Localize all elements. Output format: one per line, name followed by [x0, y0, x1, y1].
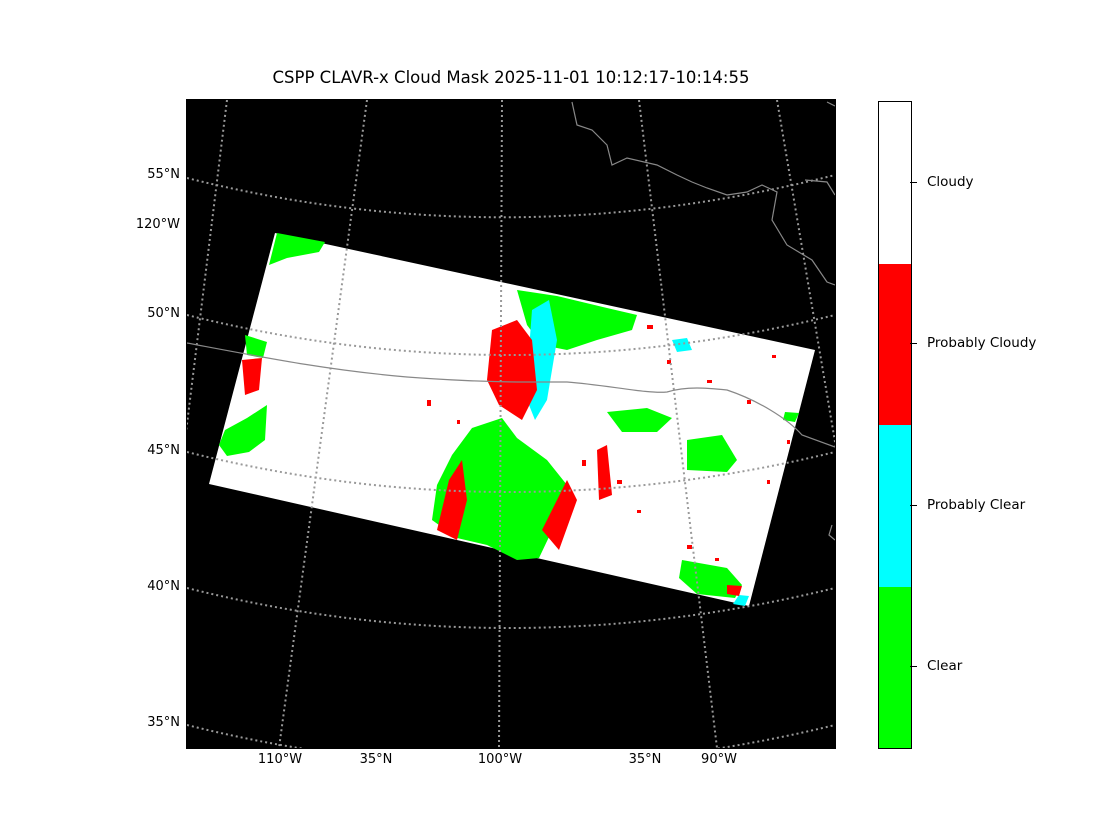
colorbar-segment-clear — [879, 587, 911, 748]
colorbar-label-probably-cloudy: Probably Cloudy — [927, 335, 1037, 351]
prob-clear-3 — [672, 338, 692, 352]
colorbar-tick — [910, 505, 917, 506]
clear-region-w — [219, 405, 267, 456]
lon-label-120w: 120°W — [135, 217, 180, 232]
prob-cloudy-5 — [242, 358, 262, 395]
borders — [187, 101, 835, 541]
prob-clear-2 — [733, 595, 749, 606]
bottom-label-35n-right: 35°N — [628, 752, 662, 767]
prob-cloudy-1 — [487, 320, 537, 420]
prob-cloudy-3 — [542, 480, 577, 550]
map-canvas — [187, 100, 835, 748]
clear-region-lake — [607, 408, 672, 432]
colorbar-label-probably-clear: Probably Clear — [927, 497, 1026, 513]
lon-label-110w: 110°W — [257, 752, 303, 767]
map-title: CSPP CLAVR-x Cloud Mask 2025-11-01 10:12… — [272, 68, 750, 87]
colorbar-segment-cloudy — [879, 102, 911, 264]
clear-region-nw — [269, 233, 325, 265]
swath-cloudy — [209, 233, 815, 606]
prob-cloudy-6 — [727, 585, 742, 596]
cloud-mask-map — [187, 100, 835, 748]
colorbar-tick — [910, 182, 917, 183]
colorbar-label-cloudy: Cloudy — [927, 174, 974, 190]
lat-label-40: 40°N — [147, 579, 180, 594]
colorbar-tick — [910, 666, 917, 667]
lon-label-100w: 100°W — [477, 752, 523, 767]
colorbar-segment-probably-clear — [879, 425, 911, 587]
lat-label-45: 45°N — [147, 443, 180, 458]
prob-cloudy-2 — [437, 460, 467, 540]
colorbar-label-clear: Clear — [927, 658, 963, 674]
clear-region-far-e — [783, 412, 799, 422]
lon-label-90w: 90°W — [701, 752, 737, 767]
clear-region-se — [679, 560, 742, 598]
prob-cloudy-4 — [597, 445, 612, 500]
lat-label-50: 50°N — [147, 306, 180, 321]
speckle-group — [427, 325, 790, 561]
bottom-label-35n-left: 35°N — [359, 752, 393, 767]
graticule — [187, 100, 835, 748]
colorbar-tick — [910, 343, 917, 344]
lat-label-55: 55°N — [147, 167, 180, 182]
lat-label-35: 35°N — [147, 715, 180, 730]
clear-region-w2 — [245, 335, 267, 358]
clear-region-center — [432, 418, 567, 560]
colorbar-segment-probably-cloudy — [879, 264, 911, 425]
colorbar — [878, 101, 912, 749]
clear-region-e — [687, 435, 737, 472]
